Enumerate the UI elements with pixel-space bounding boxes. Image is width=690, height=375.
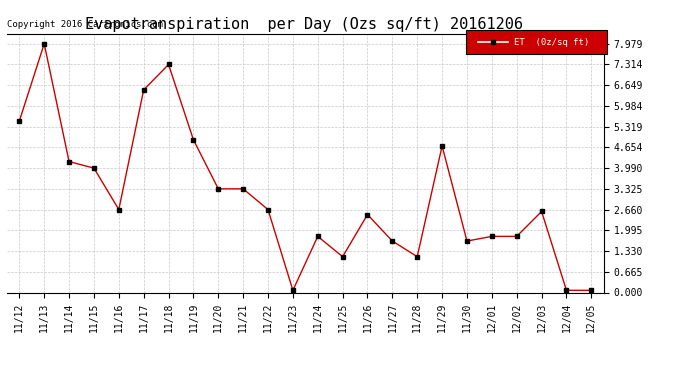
- FancyBboxPatch shape: [466, 30, 607, 54]
- Text: Evapotranspiration  per Day (Ozs sq/ft) 20161206: Evapotranspiration per Day (Ozs sq/ft) 2…: [85, 17, 522, 32]
- Text: ET  (0z/sq ft): ET (0z/sq ft): [514, 38, 589, 46]
- Text: Copyright 2016 Cartronics.com: Copyright 2016 Cartronics.com: [7, 20, 163, 28]
